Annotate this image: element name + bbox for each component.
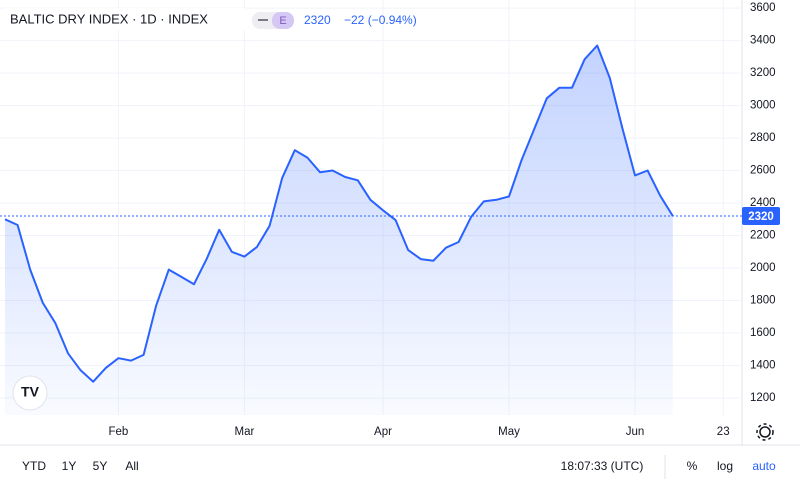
y-tick-label: 2000 <box>750 262 776 274</box>
price-line <box>4 44 674 383</box>
percent-toggle[interactable]: % <box>687 459 698 473</box>
x-tick-label: Feb <box>108 426 128 438</box>
legend-bg <box>4 8 246 30</box>
badge-e-bg <box>272 12 294 29</box>
y-tick-label: 2400 <box>750 197 776 209</box>
log-toggle[interactable]: log <box>717 459 733 473</box>
y-tick-label: 1400 <box>750 359 776 371</box>
y-tick-label: 1600 <box>750 327 776 339</box>
y-tick-label: 3000 <box>750 100 776 112</box>
last-price-label: 2320 <box>748 211 774 223</box>
y-tick-label: 3200 <box>750 67 776 79</box>
x-tick-label: Apr <box>374 426 392 438</box>
y-tick-label: 3600 <box>750 2 776 14</box>
logo-text: TV <box>21 384 40 400</box>
range-button[interactable]: YTD <box>22 459 46 473</box>
auto-toggle[interactable]: auto <box>752 459 776 473</box>
symbol-title: BALTIC DRY INDEX · 1D · INDEX <box>10 11 208 26</box>
y-tick-label: 1800 <box>750 295 776 307</box>
x-tick-label: Mar <box>234 426 254 438</box>
y-tick-label: 2600 <box>750 165 776 177</box>
y-tick-label: 2200 <box>750 230 776 242</box>
y-tick-label: 3400 <box>750 35 776 47</box>
last-price-tag <box>742 207 780 226</box>
y-tick-label: 2800 <box>750 132 776 144</box>
range-button[interactable]: 5Y <box>93 459 108 473</box>
x-tick-label: May <box>498 426 520 438</box>
price-change: −22 (−0.94%) <box>344 13 417 27</box>
area-fill <box>5 45 673 415</box>
y-tick-label: 1200 <box>750 392 776 404</box>
badge: E <box>279 15 286 27</box>
last-price: 2320 <box>304 13 331 27</box>
x-tick-label: 23 <box>717 426 730 438</box>
x-tick-label: Jun <box>626 426 645 438</box>
range-button[interactable]: 1Y <box>62 459 77 473</box>
clock: 18:07:33 (UTC) <box>561 459 644 473</box>
range-button[interactable]: All <box>125 459 138 473</box>
settings-icon[interactable] <box>756 423 774 441</box>
logo[interactable] <box>12 375 48 411</box>
